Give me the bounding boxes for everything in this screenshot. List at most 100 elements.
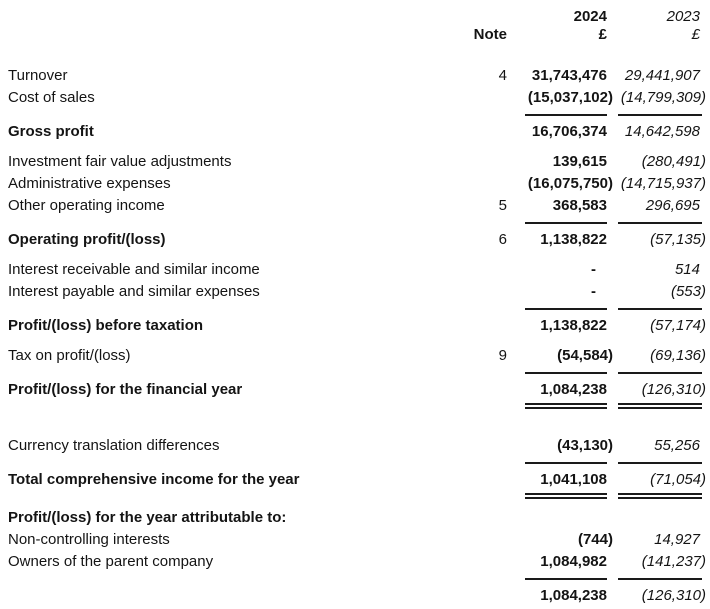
statement-row: Other operating income 5 368,583 296,695 [8, 195, 706, 217]
rule-line-2024 [525, 403, 607, 409]
value-2023: (126,310) [641, 587, 706, 604]
value-2023: (71,054) [650, 471, 706, 488]
statement-row: Investment fair value adjustments 139,615… [8, 151, 706, 173]
underline-rule [8, 303, 706, 315]
value-2024: (43,130) [557, 437, 613, 454]
value-2024: 31,743,476 [531, 67, 607, 84]
value-2023: (57,135) [650, 231, 706, 248]
row-label: Other operating income [8, 197, 165, 214]
row-label: Cost of sales [8, 89, 95, 106]
rule-line-2023 [618, 578, 702, 580]
rule-line-2023 [618, 493, 702, 499]
statement-row: Turnover 4 31,743,476 29,441,907 [8, 65, 706, 87]
note-ref: 6 [498, 231, 507, 248]
note-ref [462, 379, 507, 401]
statement-body: Turnover 4 31,743,476 29,441,907 Cost of sal… [8, 65, 706, 607]
note-ref [462, 281, 507, 303]
statement-row: Owners of the parent company 1,084,982 (14… [8, 551, 706, 573]
value-2023: (14,799,309) [620, 89, 706, 106]
value-2024: 16,706,374 [531, 123, 607, 140]
row-label: Owners of the parent company [8, 553, 214, 570]
value-2024: 139,615 [552, 153, 607, 170]
value-2023: (69,136) [650, 347, 706, 364]
value-2023: 14,927 [654, 531, 700, 548]
row-label: Tax on profit/(loss) [8, 347, 131, 364]
row-label: Turnover [8, 67, 68, 84]
value-2024: 1,138,822 [540, 317, 607, 334]
row-label: Currency translation differences [8, 437, 220, 454]
statement-row: Interest payable and similar expenses - (5… [8, 281, 706, 303]
rule-line-2024 [525, 222, 607, 224]
statement-row: Non-controlling interests (744) 14,927 [8, 529, 706, 551]
value-2024: 368,583 [552, 197, 607, 214]
rule-line-2023 [618, 462, 702, 464]
statement-row: Tax on profit/(loss) 9 (54,584) (69,136) [8, 345, 706, 367]
note-ref [462, 151, 507, 173]
underline-rule [8, 573, 706, 585]
statement-row: Interest receivable and similar income - 5… [8, 259, 706, 281]
currency-symbol-2023: £ [691, 26, 700, 43]
value-2024: 1,084,982 [540, 553, 607, 570]
value-2023: (141,237) [641, 553, 706, 570]
spacer [8, 417, 706, 435]
value-2023: 14,642,598 [624, 123, 700, 140]
value-2023: (57,174) [650, 317, 706, 334]
value-2023: (126,310) [641, 381, 706, 398]
note-ref [462, 469, 507, 491]
rule-line-2023 [618, 222, 702, 224]
underline-rule [8, 217, 706, 229]
value-2023: (553) [670, 283, 706, 300]
currency-symbol-2024: £ [598, 26, 607, 43]
statement-row: Total comprehensive income for the year 1… [8, 469, 706, 491]
underline-rule [8, 109, 706, 121]
row-label [8, 585, 462, 607]
statement-row: Profit/(loss) for the year attributable … [8, 507, 706, 529]
statement-row: Currency translation differences (43,130)… [8, 435, 706, 457]
note-ref [462, 173, 507, 195]
value-2023: 296,695 [645, 197, 700, 214]
value-2023: 29,441,907 [624, 67, 700, 84]
statement-row: Gross profit 16,706,374 14,642,598 [8, 121, 706, 143]
row-label: Interest receivable and similar income [8, 261, 260, 278]
note-ref [462, 529, 507, 551]
row-label: Profit/(loss) for the year attributable … [8, 509, 287, 526]
value-2024: - [591, 283, 596, 300]
row-label: Profit/(loss) before taxation [8, 317, 204, 334]
note-ref: 4 [498, 67, 507, 84]
row-label: Profit/(loss) for the financial year [8, 381, 243, 398]
statement-row: Operating profit/(loss) 6 1,138,822 (57,135… [8, 229, 706, 251]
rule-line-2023 [618, 308, 702, 310]
rule-line-2024 [525, 114, 607, 116]
rule-line-2024 [525, 372, 607, 374]
statement-row: 1,084,238 (126,310) [8, 585, 706, 607]
statement-row: Cost of sales (15,037,102) (14,799,309) [8, 87, 706, 109]
row-label: Total comprehensive income for the year [8, 471, 300, 488]
value-2024: 1,041,108 [540, 471, 607, 488]
note-ref [462, 585, 507, 607]
row-label: Administrative expenses [8, 175, 171, 192]
row-label: Non-controlling interests [8, 531, 170, 548]
note-ref: 5 [498, 197, 507, 214]
note-ref [462, 435, 507, 457]
value-2023: 514 [674, 261, 700, 278]
value-2024: (16,075,750) [527, 175, 613, 192]
value-2024: (54,584) [557, 347, 613, 364]
note-ref: 9 [498, 347, 507, 364]
value-2023: (14,715,937) [620, 175, 706, 192]
row-label: Operating profit/(loss) [8, 231, 166, 248]
rule-line-2024 [525, 462, 607, 464]
row-label: Interest payable and similar expenses [8, 283, 260, 300]
rule-line-2024 [525, 493, 607, 499]
currency-header-row: Note £ £ [8, 26, 706, 44]
value-2024: 1,084,238 [540, 587, 607, 604]
note-ref [462, 121, 507, 143]
value-2024: 1,084,238 [540, 381, 607, 398]
statement-row: Profit/(loss) before taxation 1,138,822 (5… [8, 315, 706, 337]
year-2024-header: 2024 [573, 8, 607, 25]
rule-line-2024 [525, 308, 607, 310]
underline-rule [8, 457, 706, 469]
year-2023-header: 2023 [666, 8, 700, 25]
double-underline-rule [8, 401, 706, 411]
value-2024: - [591, 261, 596, 278]
